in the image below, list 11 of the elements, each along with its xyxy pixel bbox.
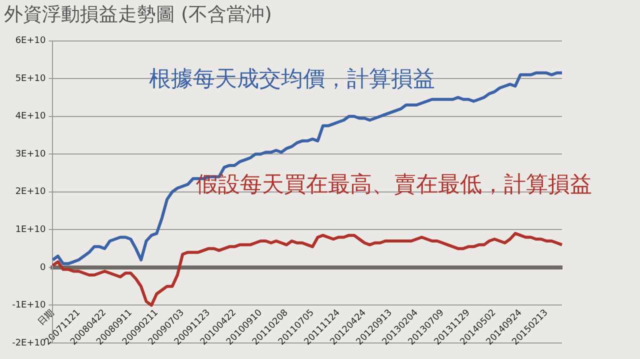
y-tick-label: -1E+10 (12, 300, 46, 311)
y-tick-label: 2E+10 (15, 187, 46, 198)
y-tick-label: 3E+10 (15, 149, 46, 160)
series-label: 根據每天成交均價，計算損益 (149, 66, 436, 92)
y-tick-label: 4E+10 (15, 112, 46, 122)
y-tick-label: 5E+10 (15, 74, 46, 84)
y-tick-label: 6E+10 (15, 36, 46, 46)
chart-title: 外資浮動損益走勢圖 (不含當沖) (4, 3, 272, 26)
text: 假設每天買在最高、賣在最低，計算損益 (196, 172, 592, 198)
y-tick-label: 0 (40, 262, 46, 273)
y-tick-label: 1E+10 (15, 225, 46, 236)
